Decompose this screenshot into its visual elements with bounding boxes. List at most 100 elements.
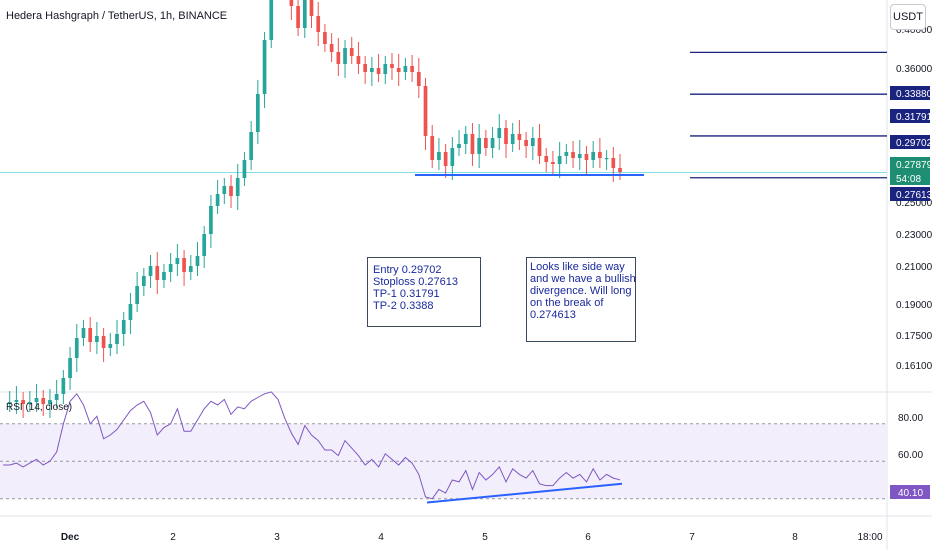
candle-body [504, 128, 508, 144]
time-tick-label: 5 [482, 532, 488, 543]
candle-body [182, 258, 186, 272]
tp1-price-tag-bg [890, 109, 930, 123]
candle-body [302, 0, 307, 29]
candle-body [356, 56, 361, 64]
tp2-price-tag: 0.33880 [896, 89, 932, 100]
price-tick-label: 0.16100 [896, 361, 932, 372]
candle-body [551, 162, 555, 164]
candle-body [269, 0, 274, 40]
candle-body [27, 402, 32, 404]
candle-body [262, 40, 267, 94]
price-tags: 0.33880 0.31791 0.29702 0.27879 54:08 0.27613 [890, 86, 932, 201]
candle-body [510, 134, 515, 144]
candle-body [544, 156, 549, 162]
candle-body [7, 402, 12, 404]
candle-body [329, 44, 334, 52]
price-tick-label: 0.25000 [896, 198, 932, 209]
candle-body [21, 400, 25, 404]
candle-body [490, 138, 495, 148]
candle-body [477, 138, 482, 154]
candle-body [343, 48, 347, 64]
candle-body [571, 152, 575, 158]
candle-body [383, 64, 388, 74]
divergence-note-line: and we have a bullish [530, 273, 636, 285]
divergence-note-line: divergence. Will long [530, 285, 632, 297]
price-axis: 0.40000 0.36000 0.25000 0.23000 0.21000 0.190… [896, 25, 932, 372]
candle-body [242, 160, 247, 178]
candle-body [121, 320, 126, 334]
candle-body [309, 0, 314, 17]
rsi-axis: 80.00 60.00 40.10 [890, 413, 930, 499]
divergence-note-line: Looks like side way [530, 261, 625, 273]
rsi-line [3, 391, 623, 504]
rsi-divergence-trendline [426, 482, 623, 504]
candle-body [101, 336, 106, 348]
candle-body [517, 134, 522, 140]
time-tick-label: 8 [792, 532, 798, 543]
countdown-tag: 54:08 [896, 174, 921, 185]
stoploss-price-tag-bg [890, 187, 930, 201]
time-tick-label: 3 [274, 532, 280, 543]
candle-body [249, 132, 253, 160]
candle-body [396, 68, 401, 72]
candle-body [14, 400, 19, 402]
candle-body [484, 138, 488, 148]
candle-body [155, 266, 160, 280]
price-tick-label: 0.21000 [896, 262, 932, 273]
candle-body [370, 68, 374, 72]
time-tick-label: Dec [61, 532, 80, 543]
candle-body [215, 194, 220, 206]
rsi-tick-label: 80.00 [898, 413, 923, 424]
level-lines [0, 51, 887, 179]
candle-body [115, 334, 119, 344]
time-tick-label: 2 [170, 532, 176, 543]
candle-body [323, 32, 327, 44]
price-tick-label: 0.23000 [896, 230, 932, 241]
candle-body [316, 16, 321, 32]
last-price-tag-bg [890, 157, 930, 171]
candle-body [88, 328, 93, 342]
candle-body [537, 138, 542, 156]
entry-note-line: TP-2 0.3388 [373, 300, 434, 312]
candle-body [289, 0, 294, 6]
rsi-value-tag-bg [890, 485, 930, 499]
rsi-value-tag: 40.10 [898, 488, 923, 499]
candle-body [611, 158, 616, 168]
candle-body [349, 48, 354, 56]
entry-note[interactable]: Entry 0.29702 Stoploss 0.27613 TP-1 0.31… [367, 257, 481, 327]
rsi-line-path [3, 391, 621, 500]
last-price-tag: 0.27879 [896, 160, 932, 171]
candle-body [54, 394, 59, 400]
candle-body [450, 148, 455, 166]
entry-note-line: Stoploss 0.27613 [373, 276, 459, 288]
candle-body [470, 134, 475, 154]
candle-body [443, 152, 448, 166]
candle-body [497, 128, 502, 138]
divergence-note[interactable]: Looks like side way and we have a bullis… [526, 257, 636, 342]
rsi-title: RSI (14, close) [6, 402, 73, 413]
candle-body [410, 66, 414, 72]
candle-body [618, 168, 622, 172]
entry-price-tag-bg [890, 135, 930, 149]
candle-body [336, 52, 341, 64]
price-tick-label: 0.19000 [896, 300, 932, 311]
candle-body [457, 144, 461, 148]
candle-body [577, 154, 582, 158]
entry-note-line: TP-1 0.31791 [373, 288, 440, 300]
candle-body [390, 64, 394, 68]
candle-body [128, 304, 133, 320]
candles [7, 0, 622, 418]
price-tick-label: 0.17500 [896, 331, 932, 342]
candle-body [48, 400, 52, 404]
divergence-note-line: on the break of [530, 297, 604, 309]
time-tick-label: 7 [689, 532, 695, 543]
candle-body [81, 328, 86, 338]
candle-body [168, 264, 173, 272]
candle-body [148, 266, 153, 276]
candle-body [34, 398, 39, 402]
candle-body [376, 68, 381, 74]
currency-button[interactable]: USDT [890, 4, 926, 30]
candle-body [222, 186, 227, 194]
candle-body [463, 134, 468, 144]
